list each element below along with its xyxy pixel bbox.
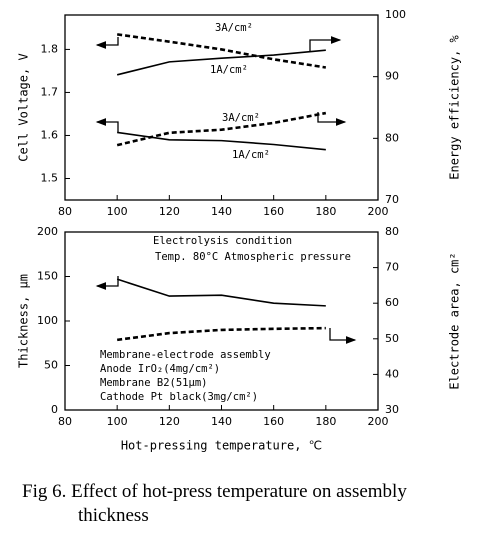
y-tick-label: 100 xyxy=(37,314,58,327)
x-tick-label: 200 xyxy=(368,205,389,218)
y2-tick-label: 90 xyxy=(385,70,399,83)
series-label: 3A/cm² xyxy=(215,22,253,34)
y-axis-label: Cell Voltage, V xyxy=(17,53,31,161)
x-tick-label: 100 xyxy=(107,415,128,428)
y-axis-label: Thickness, μm xyxy=(17,274,31,368)
y2-tick-label: 100 xyxy=(385,8,406,21)
y2-tick-label: 80 xyxy=(385,131,399,144)
y2-tick-label: 70 xyxy=(385,261,399,274)
x-tick-label: 200 xyxy=(368,415,389,428)
annotation: Electrolysis condition xyxy=(153,235,292,247)
annotation: Anode IrO₂(4mg/cm²) xyxy=(100,363,220,375)
y2-axis-label: Energy efficiency, % xyxy=(448,34,462,179)
x-tick-label: 120 xyxy=(159,415,180,428)
y2-tick-label: 80 xyxy=(385,225,399,238)
series-line xyxy=(116,33,327,69)
series-line xyxy=(116,326,326,342)
annotation: Membrane B2(51μm) xyxy=(100,377,207,389)
x-tick-label: 140 xyxy=(211,205,232,218)
x-axis-label: Hot-pressing temperature, ℃ xyxy=(121,439,322,453)
series-label: 1A/cm² xyxy=(210,64,248,76)
x-tick-label: 120 xyxy=(159,205,180,218)
series-line xyxy=(116,49,326,76)
series-line xyxy=(117,131,326,151)
x-tick-label: 160 xyxy=(263,205,284,218)
y2-tick-label: 60 xyxy=(385,296,399,309)
y-tick-label: 200 xyxy=(37,225,58,238)
y-tick-label: 150 xyxy=(37,270,58,283)
x-tick-label: 160 xyxy=(263,415,284,428)
x-tick-label: 100 xyxy=(107,205,128,218)
series-line xyxy=(116,278,326,307)
x-tick-label: 140 xyxy=(211,415,232,428)
arrows xyxy=(95,36,357,344)
x-tick-label: 80 xyxy=(58,205,72,218)
y2-tick-label: 30 xyxy=(385,403,399,416)
series-label: 1A/cm² xyxy=(232,149,270,161)
figure: 80 100 120 140 160 180 200 1.5 1.6 1.7 1.8 70 80 90 10… xyxy=(17,8,462,453)
caption: Fig 6. Effect of hot-press temperature o… xyxy=(22,481,407,526)
plot-frame xyxy=(64,14,379,201)
series-label: 3A/cm² xyxy=(222,112,260,124)
x-tick-label: 180 xyxy=(315,415,336,428)
y-tick-label: 0 xyxy=(51,403,58,416)
y-tick-label: 1.5 xyxy=(41,171,59,184)
y-tick-label: 1.7 xyxy=(41,85,59,98)
annotation: Membrane-electrode assembly xyxy=(100,349,271,361)
y2-tick-label: 50 xyxy=(385,332,399,345)
y2-tick-label: 40 xyxy=(385,367,399,380)
y2-tick-label: 70 xyxy=(385,193,399,206)
annotation: Temp. 80°C Atmospheric pressure xyxy=(155,251,351,263)
y-tick-label: 1.8 xyxy=(41,42,59,55)
x-tick-label: 80 xyxy=(58,415,72,428)
x-tick-label: 180 xyxy=(315,205,336,218)
annotation: Cathode Pt black(3mg/cm²) xyxy=(100,391,258,403)
y-tick-label: 50 xyxy=(44,359,58,372)
y2-axis-label: Electrode area, cm² xyxy=(448,252,462,389)
y-tick-label: 1.6 xyxy=(41,128,59,141)
